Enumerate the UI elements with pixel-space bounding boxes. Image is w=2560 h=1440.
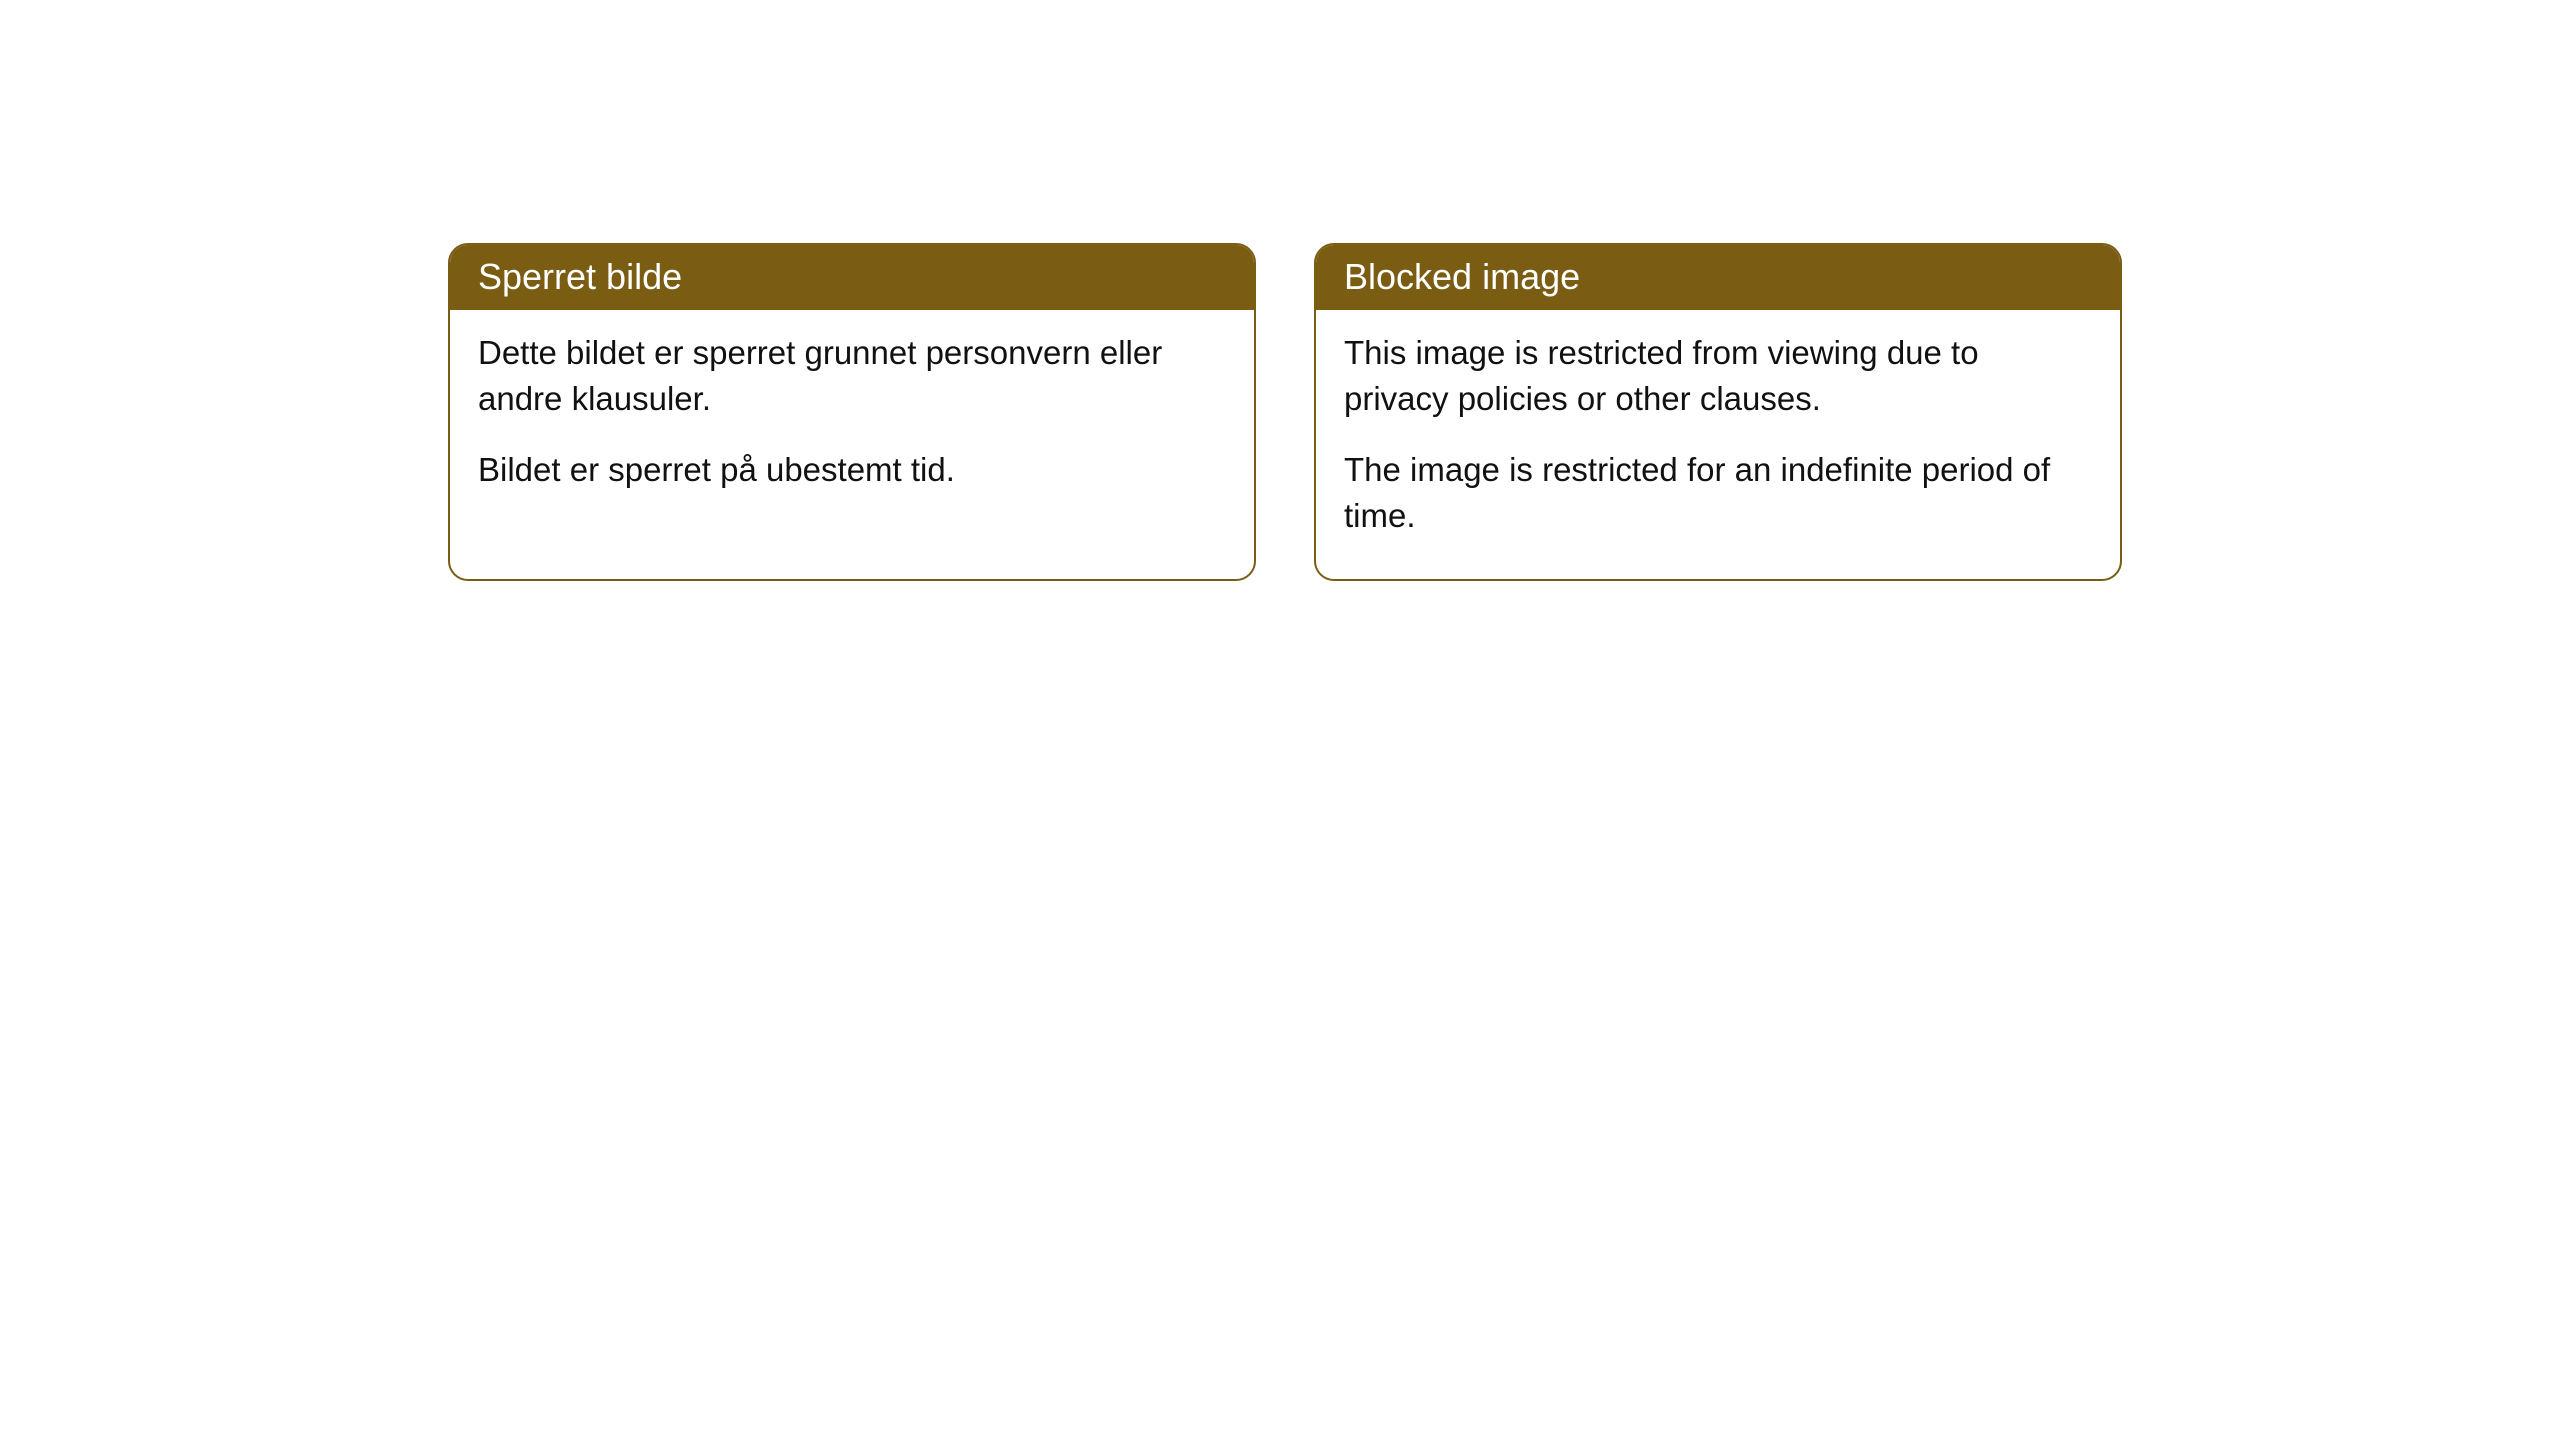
card-body: This image is restricted from viewing du… <box>1316 310 2120 579</box>
notice-card-english: Blocked image This image is restricted f… <box>1314 243 2122 581</box>
notice-cards-container: Sperret bilde Dette bildet er sperret gr… <box>448 243 2122 581</box>
card-header: Blocked image <box>1316 245 2120 310</box>
card-paragraph: Dette bildet er sperret grunnet personve… <box>478 330 1226 422</box>
card-title: Blocked image <box>1344 256 1580 297</box>
card-paragraph: This image is restricted from viewing du… <box>1344 330 2092 422</box>
notice-card-norwegian: Sperret bilde Dette bildet er sperret gr… <box>448 243 1256 581</box>
card-header: Sperret bilde <box>450 245 1254 310</box>
card-paragraph: The image is restricted for an indefinit… <box>1344 447 2092 539</box>
card-paragraph: Bildet er sperret på ubestemt tid. <box>478 447 1226 493</box>
card-body: Dette bildet er sperret grunnet personve… <box>450 310 1254 533</box>
card-title: Sperret bilde <box>478 256 682 297</box>
